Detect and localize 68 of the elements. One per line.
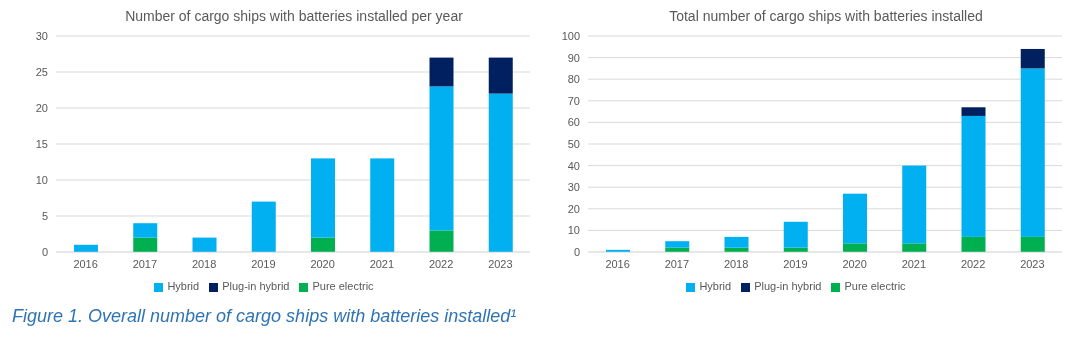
bar bbox=[1020, 68, 1045, 237]
x-tick-label: 2017 bbox=[132, 257, 158, 270]
bar bbox=[429, 86, 454, 231]
y-tick-label: 0 bbox=[41, 245, 48, 258]
bar bbox=[192, 237, 217, 252]
y-tick-label: 40 bbox=[567, 159, 580, 172]
x-tick-label: 2021 bbox=[369, 257, 395, 270]
x-tick-label: 2022 bbox=[428, 257, 454, 270]
bar bbox=[843, 193, 867, 244]
y-tick-label: 0 bbox=[573, 245, 580, 258]
bar bbox=[902, 165, 927, 244]
y-tick-label: 30 bbox=[567, 181, 580, 194]
x-tick-label: 2023 bbox=[1020, 257, 1045, 270]
x-tick-label: 2018 bbox=[191, 257, 217, 270]
legend-label: Hybrid bbox=[699, 280, 732, 292]
x-tick-label: 2020 bbox=[310, 257, 335, 270]
bar bbox=[251, 201, 276, 252]
bar bbox=[429, 230, 454, 252]
bar bbox=[133, 223, 158, 238]
bar bbox=[724, 236, 749, 248]
bar bbox=[133, 237, 158, 252]
y-tick-label: 5 bbox=[41, 209, 48, 222]
x-tick-label: 2019 bbox=[783, 257, 808, 270]
y-tick-label: 10 bbox=[35, 173, 48, 186]
x-tick-label: 2018 bbox=[723, 257, 749, 270]
bar bbox=[488, 57, 513, 94]
bar bbox=[961, 236, 986, 252]
legend-label: Hybrid bbox=[167, 280, 200, 292]
bar bbox=[311, 237, 335, 252]
y-tick-label: 15 bbox=[35, 137, 48, 150]
y-tick-label: 90 bbox=[567, 51, 580, 64]
x-tick-label: 2017 bbox=[664, 257, 690, 270]
x-tick-label: 2022 bbox=[960, 257, 986, 270]
legend-label: Plug-in hybrid bbox=[754, 280, 822, 292]
y-tick-label: 20 bbox=[567, 202, 580, 215]
y-tick-label: 30 bbox=[35, 29, 48, 42]
y-tick-label: 20 bbox=[35, 101, 48, 114]
y-tick-label: 70 bbox=[567, 94, 580, 107]
bar bbox=[1020, 236, 1045, 252]
y-tick-label: 80 bbox=[567, 73, 580, 86]
x-tick-label: 2021 bbox=[901, 257, 927, 270]
bar bbox=[665, 241, 690, 248]
bar bbox=[370, 158, 395, 252]
legend-label: Pure electric bbox=[312, 280, 374, 292]
y-tick-label: 25 bbox=[35, 65, 48, 78]
bar bbox=[961, 115, 986, 237]
chart-title: Total number of cargo ships with batteries installed bbox=[668, 8, 984, 26]
x-tick-label: 2016 bbox=[605, 257, 630, 270]
legend-label: Pure electric bbox=[844, 280, 906, 292]
bar bbox=[429, 57, 454, 87]
y-tick-label: 10 bbox=[567, 224, 580, 237]
bar bbox=[488, 93, 513, 252]
y-tick-label: 60 bbox=[567, 116, 580, 129]
bar bbox=[311, 158, 335, 238]
caption: Figure 1. Overall number of cargo ships with batteries installed¹ bbox=[12, 306, 518, 327]
bar bbox=[1020, 48, 1045, 69]
bar bbox=[902, 243, 927, 252]
bar bbox=[783, 221, 808, 248]
y-tick-label: 50 bbox=[567, 137, 580, 150]
x-tick-label: 2019 bbox=[251, 257, 276, 270]
x-tick-label: 2020 bbox=[842, 257, 867, 270]
x-tick-label: 2016 bbox=[73, 257, 98, 270]
x-tick-label: 2023 bbox=[488, 257, 513, 270]
y-tick-label: 100 bbox=[561, 29, 580, 42]
legend-label: Plug-in hybrid bbox=[222, 280, 290, 292]
bar bbox=[961, 107, 986, 116]
chart-title: Number of cargo ships with batteries installed per year bbox=[124, 8, 464, 26]
bar bbox=[843, 243, 867, 252]
